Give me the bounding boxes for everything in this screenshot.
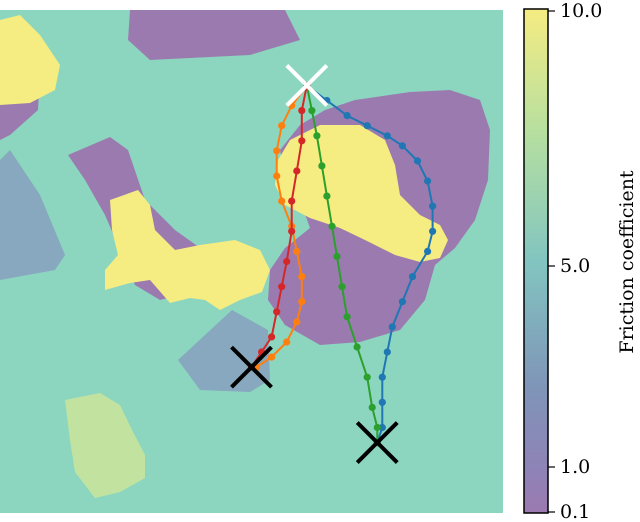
light-friction-region	[65, 393, 145, 498]
trajectory-point	[378, 423, 386, 432]
trajectory-point	[273, 308, 281, 316]
colorbar-tick-label: 1.0	[560, 456, 590, 478]
trajectory-point	[273, 147, 281, 155]
colorbar-gradient	[523, 8, 549, 514]
trajectory-point	[293, 167, 301, 175]
trajectory-point	[283, 338, 291, 346]
trajectory-point	[278, 197, 286, 205]
colorbar-tick-label: 5.0	[560, 255, 590, 277]
trajectory-point	[343, 112, 351, 120]
trajectory-point	[408, 273, 417, 281]
trajectory-point	[373, 423, 381, 432]
trajectory-point	[268, 333, 276, 341]
trajectory-point	[363, 122, 371, 130]
trajectory-point	[293, 247, 301, 255]
trajectory-point	[313, 132, 321, 140]
trajectory-point	[333, 252, 341, 261]
trajectory-point	[278, 122, 286, 130]
trajectory-point	[288, 227, 296, 235]
trajectory-point	[283, 257, 291, 266]
trajectory-point	[429, 227, 437, 235]
trajectory-point	[328, 222, 336, 230]
trajectory-point	[323, 192, 331, 200]
high-friction-region	[105, 190, 270, 310]
goal-marker	[355, 421, 399, 464]
trajectory-point	[429, 202, 437, 210]
mid-friction-region	[0, 150, 65, 280]
trajectory-point	[383, 348, 391, 356]
trajectory-point	[343, 313, 351, 321]
trajectory-point	[424, 177, 432, 185]
trajectory-point	[413, 157, 422, 165]
trajectory-point	[398, 142, 406, 150]
trajectory-point	[388, 323, 396, 331]
trajectory-point	[424, 247, 432, 255]
trajectory-point	[298, 298, 306, 306]
trajectory-point	[378, 373, 386, 381]
goal-marker	[230, 345, 273, 389]
trajectory-point	[278, 283, 286, 291]
trajectory-point	[378, 398, 386, 406]
trajectory-point	[353, 343, 361, 351]
trajectory-line-1	[305, 85, 379, 443]
trajectory-point	[368, 403, 376, 411]
trajectory-point	[268, 353, 276, 361]
colorbar-tick-label: 0.1	[560, 501, 590, 522]
high-friction-region	[275, 125, 448, 262]
trajectory-point	[288, 197, 296, 205]
trajectory-point	[363, 373, 371, 381]
trajectory-point	[298, 137, 306, 145]
trajectory-point	[338, 283, 346, 291]
marker-layer	[230, 64, 399, 464]
trajectory-point	[293, 318, 301, 326]
colorbar-label: Friction coefficient	[616, 170, 638, 354]
colorbar-ticks: 10.0 5.0 1.0 0.1	[548, 0, 602, 522]
trajectory-point	[273, 172, 281, 180]
high-friction-region	[0, 15, 60, 105]
start-marker	[285, 64, 329, 107]
low-friction-region	[128, 10, 300, 60]
trajectory-point	[298, 107, 306, 115]
trajectory-point	[383, 132, 391, 140]
colorbar-tick-label: 10.0	[560, 0, 602, 22]
trajectory-point	[298, 273, 306, 281]
trajectory-point	[308, 107, 316, 115]
trajectory-line-2	[255, 84, 308, 368]
heatmap-panel	[0, 10, 503, 513]
trajectory-point	[318, 162, 326, 170]
colorbar: 10.0 5.0 1.0 0.1 Friction coefficient	[523, 0, 638, 522]
trajectory-point	[398, 298, 406, 306]
